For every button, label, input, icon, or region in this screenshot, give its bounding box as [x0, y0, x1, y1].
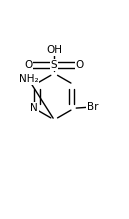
Text: N: N — [30, 103, 38, 113]
Text: OH: OH — [46, 45, 62, 55]
Text: O: O — [76, 60, 84, 70]
Text: O: O — [24, 60, 33, 70]
Text: Br: Br — [87, 102, 99, 112]
Text: NH₂: NH₂ — [19, 74, 38, 84]
Text: S: S — [51, 60, 58, 70]
